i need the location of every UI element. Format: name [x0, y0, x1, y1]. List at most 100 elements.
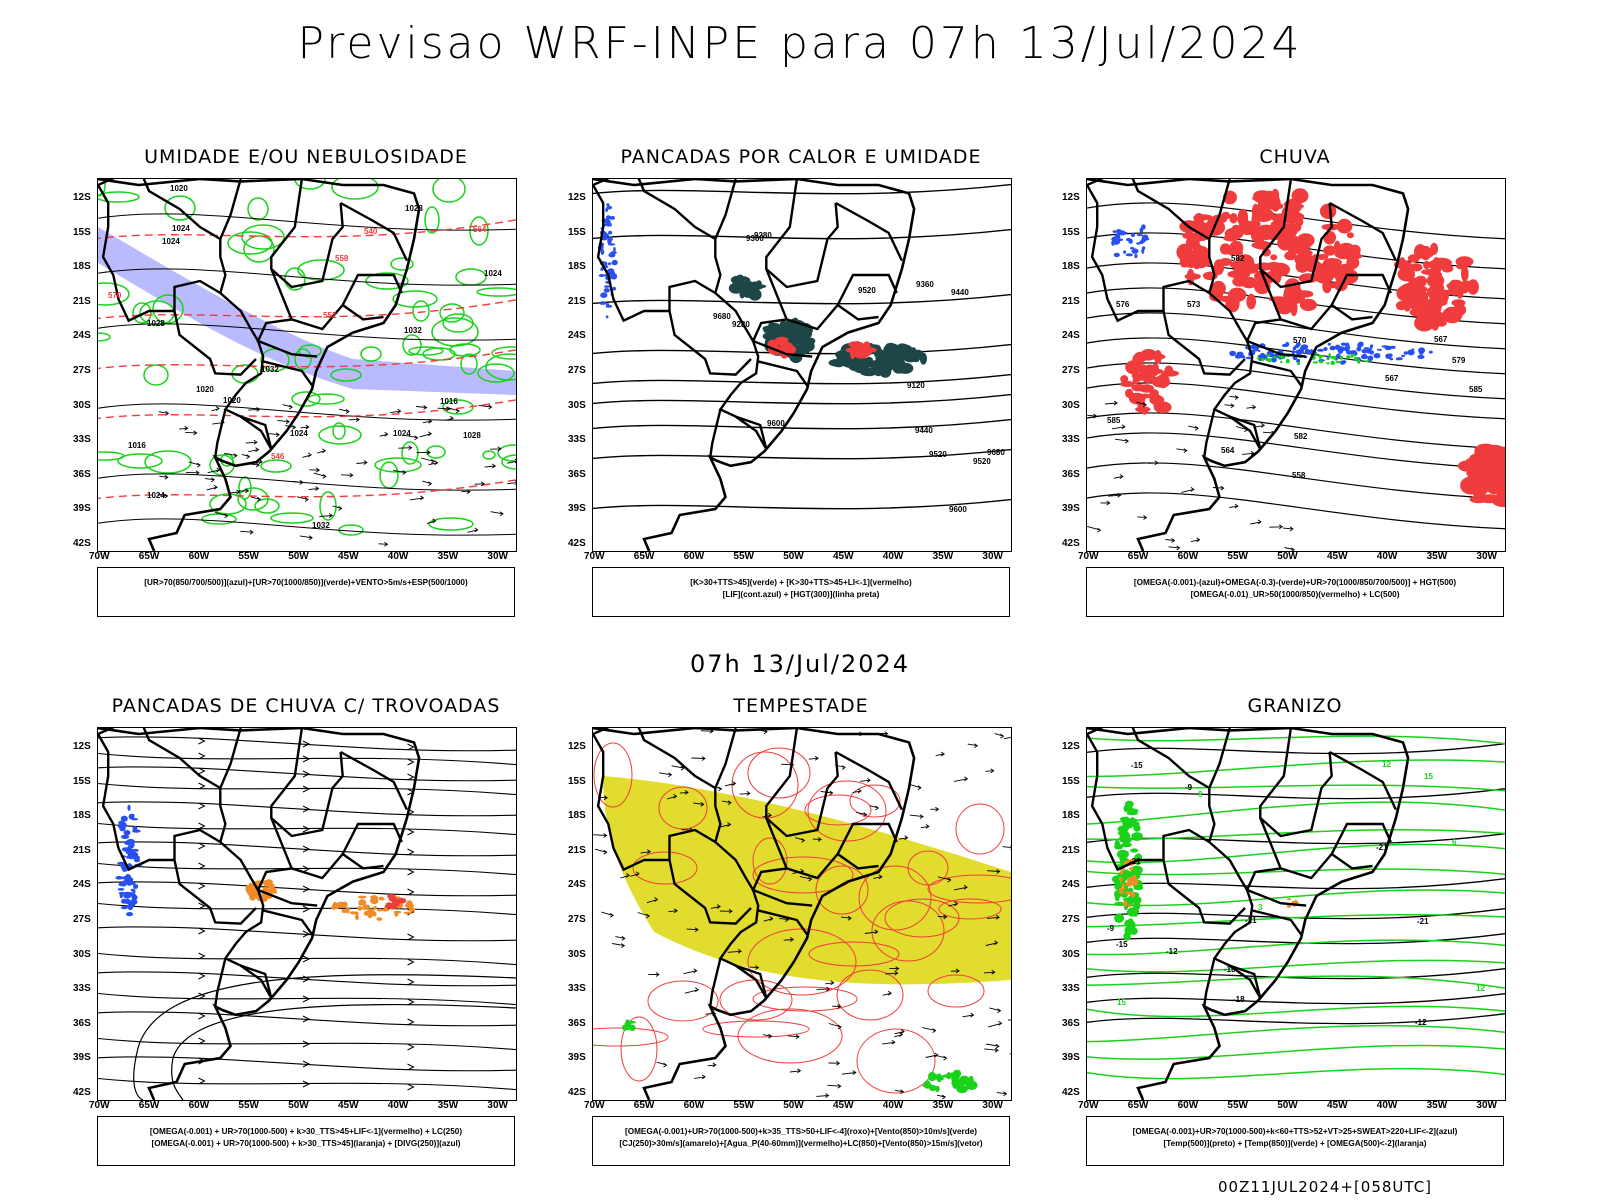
contour-label: 15 — [1424, 772, 1433, 781]
panel-legend: [UR>70(850/700/500)](azul)+[UR>70(1000/8… — [97, 567, 515, 617]
lat-tick-label: 42S — [73, 1087, 91, 1098]
mid-title: 07h 13/Jul/2024 — [689, 650, 911, 678]
contour-label: 9520 — [858, 286, 876, 295]
lon-tick-label: 40W — [1376, 551, 1398, 562]
contour-label: 585 — [1107, 416, 1121, 425]
lat-tick-label: 39S — [1062, 1052, 1080, 1064]
contour-label: 1020 — [196, 385, 214, 394]
lat-tick-label: 12S — [73, 741, 91, 752]
lon-tick-label: 45W — [1327, 1100, 1348, 1111]
lat-tick-label: 36S — [568, 1017, 586, 1029]
main-title: Previsao WRF-INPE para 07h 13/Jul/2024 — [297, 18, 1303, 69]
contour-label: 546 — [271, 452, 285, 461]
lon-tick-label: 65W — [1127, 1100, 1149, 1111]
contour-label: -21 — [1129, 857, 1141, 866]
lat-tick-label: 42S — [1062, 538, 1080, 549]
contour-label: 582 — [1231, 254, 1245, 263]
lat-tick-label: 33S — [1062, 983, 1080, 995]
legend-line: [OMEGA(-0.001) + UR>70(1000-500) + k>30_… — [149, 1127, 463, 1136]
lon-tick-label: 45W — [833, 551, 854, 562]
lon-tick-label: 40W — [882, 1100, 904, 1111]
contour-label: 1016 — [440, 397, 458, 406]
contour-label: 9120 — [907, 381, 925, 390]
lon-tick-label: 55W — [1227, 1100, 1248, 1111]
lon-tick-label: 70W — [1078, 1100, 1099, 1111]
contour-label: 15 — [1117, 998, 1126, 1007]
lat-tick-label: 39S — [568, 1052, 586, 1064]
contour-label: 1020 — [170, 184, 188, 193]
lat-tick-label: 33S — [568, 434, 586, 446]
lon-tick-label: 55W — [733, 1100, 754, 1111]
panel-legend: [OMEGA(-0.001)-(azul)+OMEGA(-0.3)-(verde… — [1086, 567, 1504, 617]
contour-label: -18 — [1224, 965, 1236, 974]
lon-tick-label: 55W — [733, 551, 754, 562]
lon-tick-label: 45W — [338, 551, 359, 562]
lat-tick-label: 39S — [568, 503, 586, 515]
lat-tick-label: 21S — [1062, 844, 1080, 856]
contour-label: 570 — [108, 291, 122, 300]
contour-label: 1032 — [404, 326, 422, 335]
lon-tick-label: 30W — [487, 1100, 508, 1111]
contour-label: 582 — [1294, 432, 1308, 441]
map-svg: 9680968096009520944093609280960095209440… — [593, 179, 1011, 551]
map-plot: 1016 1016 1020 1024 1020 1024 1024 1024 1024 1028… — [97, 178, 517, 552]
contour-label: -15 — [1116, 940, 1128, 949]
lat-tick-label: 42S — [568, 538, 586, 549]
lat-tick-label: 18S — [568, 810, 586, 822]
panel-legend: [OMEGA(-0.001)+UR>70(1000-500)+k>35_TTS>… — [592, 1116, 1010, 1166]
lat-tick-label: 36S — [73, 468, 91, 480]
map-plot — [592, 727, 1012, 1101]
lon-tick-label: 65W — [1127, 551, 1149, 562]
lon-tick-label: 65W — [633, 551, 655, 562]
contour-label: 9520 — [973, 457, 991, 466]
lat-tick-label: 27S — [1062, 365, 1080, 376]
lon-tick-label: 35W — [932, 551, 954, 562]
legend-line: [OMEGA(-0.001)+UR>70(1000-500)+k<60+TTS>… — [1132, 1127, 1458, 1136]
contour-label: 3 — [1258, 903, 1263, 912]
contour-label: -21 — [1376, 843, 1388, 852]
map-svg — [98, 728, 516, 1100]
lat-tick-label: 27S — [73, 914, 91, 925]
lat-tick-label: 21S — [568, 295, 586, 307]
contour-label: 1020 — [223, 396, 241, 405]
lon-tick-label: 45W — [833, 1100, 854, 1111]
legend-line: [OMEGA(-0.01)_UR>50(1000/850)(vermelho) … — [1190, 590, 1400, 599]
contour-label: 1028 — [405, 204, 423, 213]
lon-tick-label: 50W — [288, 551, 309, 562]
legend-line: [OMEGA(-0.001)-(azul)+OMEGA(-0.3)-(verde… — [1133, 578, 1457, 587]
contour-label: 564 — [1221, 446, 1235, 455]
lon-tick-label: 50W — [783, 551, 804, 562]
contour-label: 9360 — [916, 280, 934, 289]
lat-tick-label: 21S — [1062, 295, 1080, 307]
contour-label: 1024 — [484, 269, 502, 278]
panel-title: PANCADAS DE CHUVA C/ TROVOADAS — [111, 695, 501, 717]
lat-tick-label: 42S — [73, 538, 91, 549]
contour-label: 12 — [1382, 760, 1391, 769]
humidity-band — [98, 227, 516, 395]
lat-tick-label: 27S — [73, 365, 91, 376]
contour-label: 1024 — [290, 429, 308, 438]
storm-cells — [728, 274, 927, 378]
lon-tick-label: 70W — [584, 1100, 605, 1111]
lat-tick-label: 24S — [73, 330, 91, 342]
map-plot: 585 582 579 576 573 570 567 564 567 558 585 582 — [1086, 178, 1506, 552]
lon-tick-label: 60W — [188, 1100, 210, 1111]
lon-tick-label: 35W — [932, 1100, 954, 1111]
lon-tick-label: 65W — [138, 1100, 160, 1111]
contour-label: 9600 — [767, 419, 785, 428]
map-svg — [593, 728, 1011, 1100]
lon-tick-label: 50W — [1277, 1100, 1298, 1111]
lon-tick-label: 60W — [1177, 1100, 1199, 1111]
contour-label: 567 — [1385, 374, 1399, 383]
contour-label: 9360 — [746, 234, 764, 243]
lon-tick-label: 35W — [437, 551, 459, 562]
contour-label: -21 — [1417, 917, 1429, 926]
contour-label: 585 — [1469, 385, 1483, 394]
lon-tick-label: 30W — [1476, 551, 1497, 562]
lon-tick-label: 30W — [1476, 1100, 1497, 1111]
lon-tick-label: 55W — [238, 1100, 259, 1111]
lon-tick-label: 60W — [188, 551, 210, 562]
lat-tick-label: 30S — [1062, 948, 1080, 960]
lat-tick-label: 24S — [1062, 330, 1080, 342]
lat-tick-label: 24S — [1062, 879, 1080, 891]
